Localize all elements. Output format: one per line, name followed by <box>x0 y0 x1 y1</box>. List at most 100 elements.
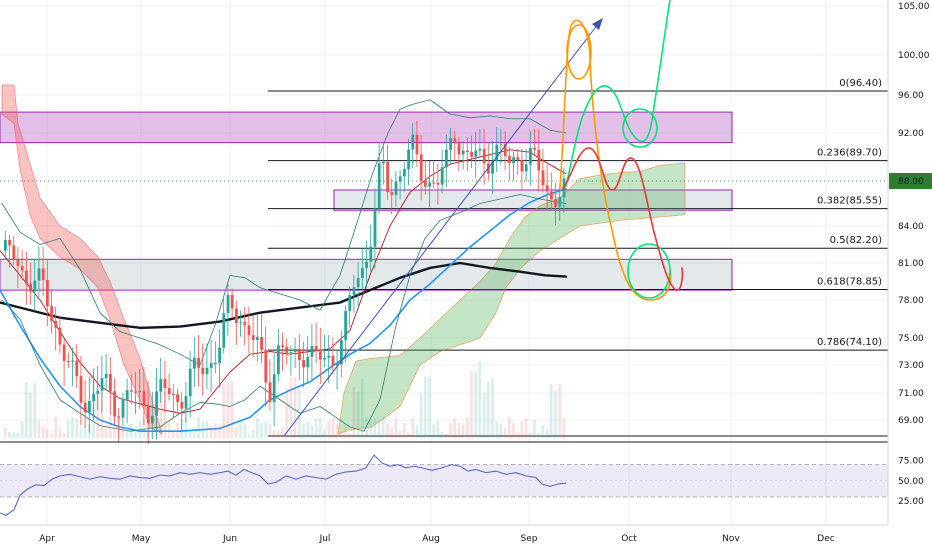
candle-body <box>113 391 116 417</box>
candle-body <box>436 183 440 185</box>
candle-body <box>545 185 549 192</box>
price-axis-label: 73.00 <box>898 361 924 371</box>
candle-body <box>533 148 536 150</box>
volume-bar <box>558 384 561 438</box>
candle-body <box>474 150 478 157</box>
volume-bar <box>12 431 15 438</box>
volume-bar <box>302 424 305 438</box>
candle-body <box>117 416 121 418</box>
volume-bar <box>193 432 196 438</box>
candle-body <box>243 322 247 326</box>
volume-bar <box>25 381 28 438</box>
price-axis-label: 69.00 <box>898 416 924 426</box>
candle-body <box>167 388 171 395</box>
fib-level-label: 0(96.40) <box>839 78 882 89</box>
volume-bar <box>340 431 343 438</box>
candle-body <box>62 344 66 361</box>
price-axis-label: 100.00 <box>898 51 930 61</box>
price-axis-label: 105.00 <box>898 2 930 12</box>
volume-bar <box>33 383 36 438</box>
candle-body <box>449 138 452 150</box>
volume-bar <box>319 417 322 438</box>
candle-body <box>302 359 305 368</box>
candle-body <box>361 267 364 278</box>
candle-body <box>142 391 146 406</box>
candle-body <box>335 363 339 366</box>
candle-body <box>520 160 524 172</box>
bollinger-lower-line <box>1 194 567 432</box>
resistance-zone <box>0 111 733 144</box>
candle-body <box>365 261 368 268</box>
volume-bar <box>251 430 255 438</box>
volume-bar <box>554 390 557 438</box>
volume-bar <box>352 387 356 438</box>
price-axis-label: 81.00 <box>898 259 924 269</box>
candle-body <box>369 246 373 262</box>
candle-body <box>109 374 112 392</box>
volume-bar <box>268 423 272 438</box>
volume-bar <box>428 377 431 438</box>
fib-level-label: 0.382(85.55) <box>817 196 882 207</box>
volume-bar <box>436 420 440 438</box>
candle-body <box>222 313 226 348</box>
candle-body <box>226 294 230 314</box>
volume-bar <box>344 425 347 438</box>
candle-body <box>163 379 167 389</box>
volume-bar <box>218 424 221 438</box>
volume-bar <box>188 431 192 438</box>
candle-body <box>50 306 53 321</box>
volume-bar <box>134 430 137 438</box>
target-circle-green-top <box>622 108 658 148</box>
time-axis-label: Apr <box>39 534 55 544</box>
candle-body <box>390 192 394 195</box>
fib-level-label: 0.618(78.85) <box>817 277 882 288</box>
volume-bar <box>16 432 20 438</box>
volume-bar <box>58 428 62 438</box>
volume-bar <box>50 433 53 438</box>
volume-bar <box>222 383 225 438</box>
volume-bar <box>394 417 398 438</box>
volume-bar <box>138 421 141 438</box>
candle-body <box>88 400 91 413</box>
volume-bar <box>184 417 188 438</box>
candle-body <box>193 357 196 369</box>
time-axis-label: Aug <box>422 534 440 544</box>
support-zone-upper <box>333 189 733 211</box>
candle-body <box>327 355 331 358</box>
candle-body <box>256 337 259 340</box>
volume-bar <box>361 378 364 438</box>
candle-body <box>508 156 511 164</box>
candle-body <box>96 390 100 394</box>
price-axis-label: 78.00 <box>898 296 924 306</box>
price-axis-label: 92.00 <box>898 129 924 139</box>
volume-bar <box>29 392 32 438</box>
price-axis-label: 96.00 <box>898 91 924 101</box>
candle-body <box>134 391 137 393</box>
candle-body <box>214 362 217 364</box>
rsi-line <box>0 454 567 516</box>
candle-body <box>100 378 104 391</box>
candle-body <box>205 367 209 375</box>
volume-bar <box>537 433 540 438</box>
volume-bar <box>508 416 511 438</box>
volume-bar <box>167 420 171 438</box>
volume-bar <box>474 371 477 438</box>
volume-bar <box>323 429 326 438</box>
candle-body <box>159 379 163 392</box>
price-axis-label: 71.00 <box>898 389 924 399</box>
time-axis-label: Dec <box>817 534 834 544</box>
volume-bar <box>478 361 482 438</box>
volume-bar <box>432 424 435 438</box>
volume-bar <box>524 418 528 438</box>
price-axis-label: 75.00 <box>898 334 924 344</box>
candle-body <box>453 138 457 143</box>
volume-bar <box>331 418 335 438</box>
candle-body <box>499 143 503 145</box>
volume-bar <box>243 424 246 438</box>
candle-body <box>344 311 347 341</box>
candle-body <box>356 277 360 288</box>
volume-bar <box>71 416 74 438</box>
candle-body <box>524 164 528 172</box>
candle-body <box>415 134 419 155</box>
